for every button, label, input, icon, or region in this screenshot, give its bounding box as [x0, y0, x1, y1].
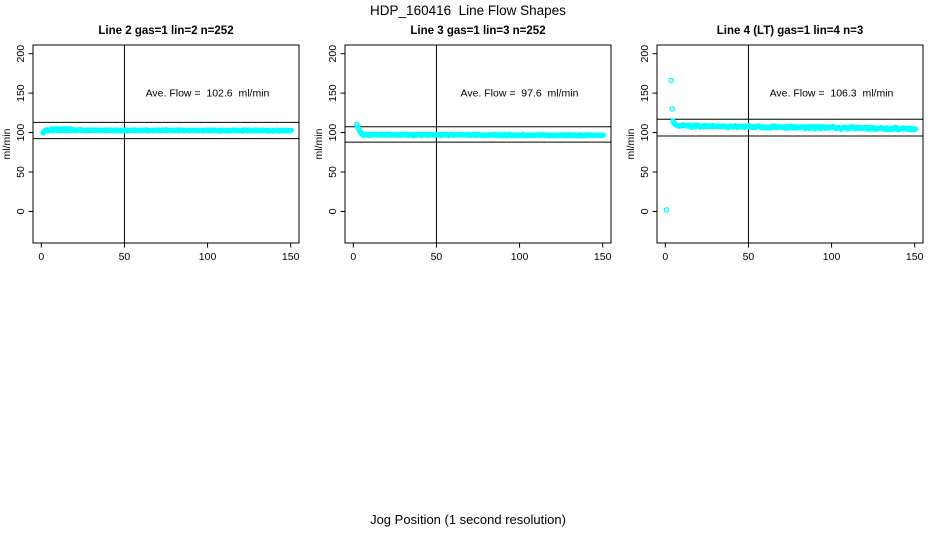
- y-tick-label: 200: [639, 45, 651, 63]
- x-tick-label: 50: [119, 251, 131, 263]
- data-point: [669, 106, 676, 112]
- data-points: [40, 126, 294, 136]
- x-tick-label: 0: [38, 251, 44, 263]
- chart-main-title: HDP_160416 Line Flow Shapes: [370, 3, 566, 18]
- y-axis: 0 50 100 150 200: [15, 45, 33, 214]
- y-tick-label: 150: [327, 84, 339, 102]
- data-point: [600, 132, 607, 138]
- x-tick-label: 0: [662, 251, 668, 263]
- y-tick-label: 0: [15, 208, 27, 214]
- panels-row: 0 50 100 150 0 50 100 150 200 ml/min Line 2 gas=1 …: [1, 25, 924, 263]
- panel-title: Line 3 gas=1 lin=3 n=252: [410, 25, 545, 37]
- y-tick-label: 200: [327, 45, 339, 63]
- data-point: [68, 126, 74, 132]
- y-axis-title: ml/min: [625, 128, 637, 159]
- x-tick-label: 150: [906, 251, 924, 263]
- avg-flow-annotation: Ave. Flow = 106.3 ml/min: [770, 88, 894, 100]
- panel-title: Line 4 (LT) gas=1 lin=4 n=3: [717, 25, 863, 37]
- x-tick-label: 150: [282, 251, 300, 263]
- data-points: [663, 77, 919, 213]
- x-tick-label: 100: [199, 251, 217, 263]
- y-tick-label: 100: [639, 124, 651, 142]
- y-axis-title: ml/min: [313, 128, 325, 159]
- x-tick-label: 100: [511, 251, 529, 263]
- avg-flow-annotation: Ave. Flow = 102.6 ml/min: [146, 88, 270, 100]
- y-tick-label: 50: [327, 166, 339, 178]
- x-tick-label: 50: [431, 251, 443, 263]
- data-points: [353, 121, 607, 139]
- data-point: [663, 207, 670, 213]
- x-tick-label: 150: [594, 251, 612, 263]
- data-point: [288, 127, 294, 133]
- x-axis: 0 50 100 150: [350, 243, 612, 263]
- x-axis: 0 50 100 150: [662, 243, 924, 263]
- x-tick-label: 0: [350, 251, 356, 263]
- plot-box: [32, 44, 300, 244]
- y-tick-label: 150: [15, 84, 27, 102]
- y-axis-title: ml/min: [1, 128, 13, 159]
- flow-panel: 0 50 100 150 0 50 100 150 200 ml/min Line 4 (LT) g…: [625, 25, 924, 263]
- y-tick-label: 0: [327, 208, 339, 214]
- y-tick-label: 100: [327, 124, 339, 142]
- y-tick-label: 150: [639, 84, 651, 102]
- flow-panel: 0 50 100 150 0 50 100 150 200 ml/min Line 2 gas=1 …: [1, 25, 300, 263]
- data-point: [668, 77, 674, 84]
- panel-title: Line 2 gas=1 lin=2 n=252: [98, 25, 233, 37]
- y-tick-label: 50: [15, 166, 27, 178]
- plot-box: [344, 44, 612, 244]
- y-tick-label: 50: [639, 166, 651, 178]
- flow-panel: 0 50 100 150 0 50 100 150 200 ml/min Line 3 gas=1 …: [313, 25, 612, 263]
- x-tick-label: 50: [743, 251, 755, 263]
- y-tick-label: 100: [15, 124, 27, 142]
- avg-flow-annotation: Ave. Flow = 97.6 ml/min: [461, 88, 579, 100]
- y-axis: 0 50 100 150 200: [327, 45, 345, 214]
- x-axis-label: Jog Position (1 second resolution): [370, 512, 566, 527]
- y-tick-label: 0: [639, 208, 651, 214]
- data-point: [912, 126, 919, 132]
- y-axis: 0 50 100 150 200: [639, 45, 657, 214]
- y-tick-label: 200: [15, 45, 27, 63]
- plot-box: [656, 44, 924, 244]
- x-axis: 0 50 100 150: [38, 243, 300, 263]
- x-tick-label: 100: [823, 251, 841, 263]
